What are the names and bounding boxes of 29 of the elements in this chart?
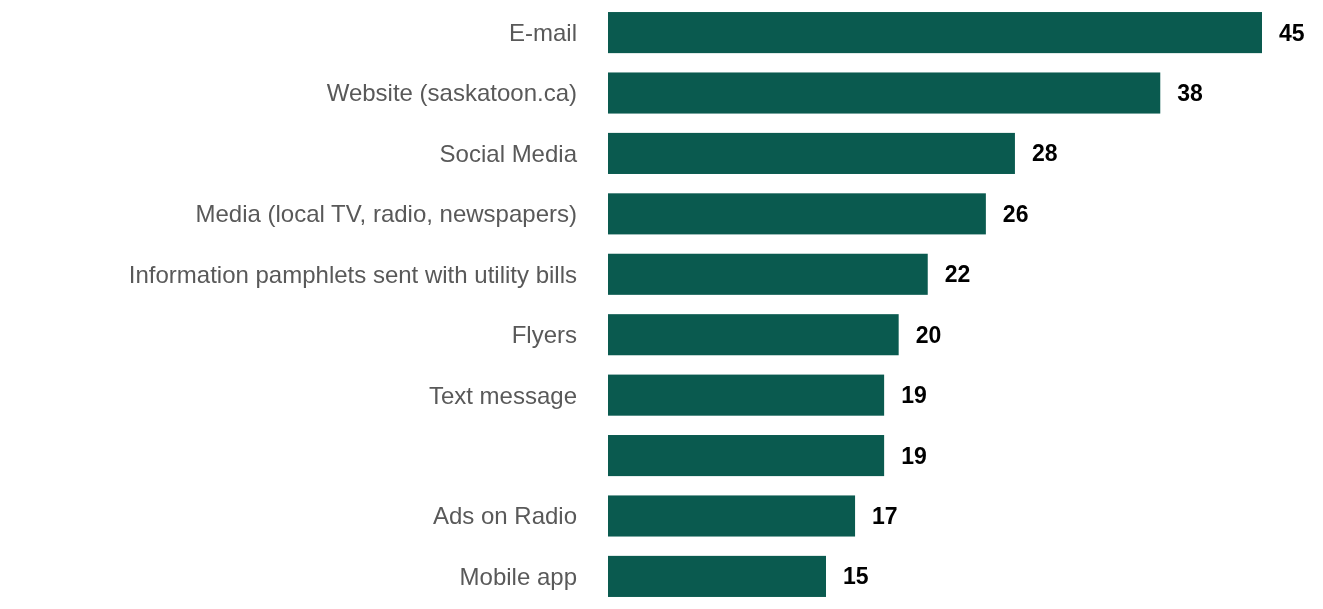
data-label: 38 xyxy=(1177,80,1204,107)
bar xyxy=(608,374,885,416)
y-tick-label: Website (saskatoon.ca) xyxy=(326,79,577,107)
y-tick-label: E-mail xyxy=(508,18,577,46)
bar xyxy=(608,12,1262,54)
data-label: 28 xyxy=(1031,140,1058,167)
y-tick-label: Text message xyxy=(428,381,577,409)
bar xyxy=(608,253,928,295)
y-tick-label: Ads on Radio xyxy=(432,502,577,530)
y-tick-label: Social Media xyxy=(439,139,578,167)
y-tick-label: Mobile app xyxy=(459,562,577,590)
data-label: 45 xyxy=(1279,19,1305,46)
bar xyxy=(608,555,826,597)
bar xyxy=(608,132,1015,174)
y-tick-label: Information pamphlets sent with utility bills xyxy=(128,260,577,288)
data-label: 17 xyxy=(872,503,898,530)
data-label: 20 xyxy=(915,321,942,348)
y-tick-label: Flyers xyxy=(511,321,577,349)
data-label: 22 xyxy=(944,261,971,288)
data-label: 19 xyxy=(901,442,927,469)
bar xyxy=(608,435,885,477)
bar xyxy=(608,495,856,537)
data-label: 26 xyxy=(1002,200,1029,227)
bar xyxy=(608,72,1161,114)
data-label: 19 xyxy=(901,382,927,409)
bar xyxy=(608,314,899,356)
bar xyxy=(608,193,986,235)
y-tick-label: Media (local TV, radio, newspapers) xyxy=(195,200,577,228)
data-label: 15 xyxy=(843,563,869,590)
